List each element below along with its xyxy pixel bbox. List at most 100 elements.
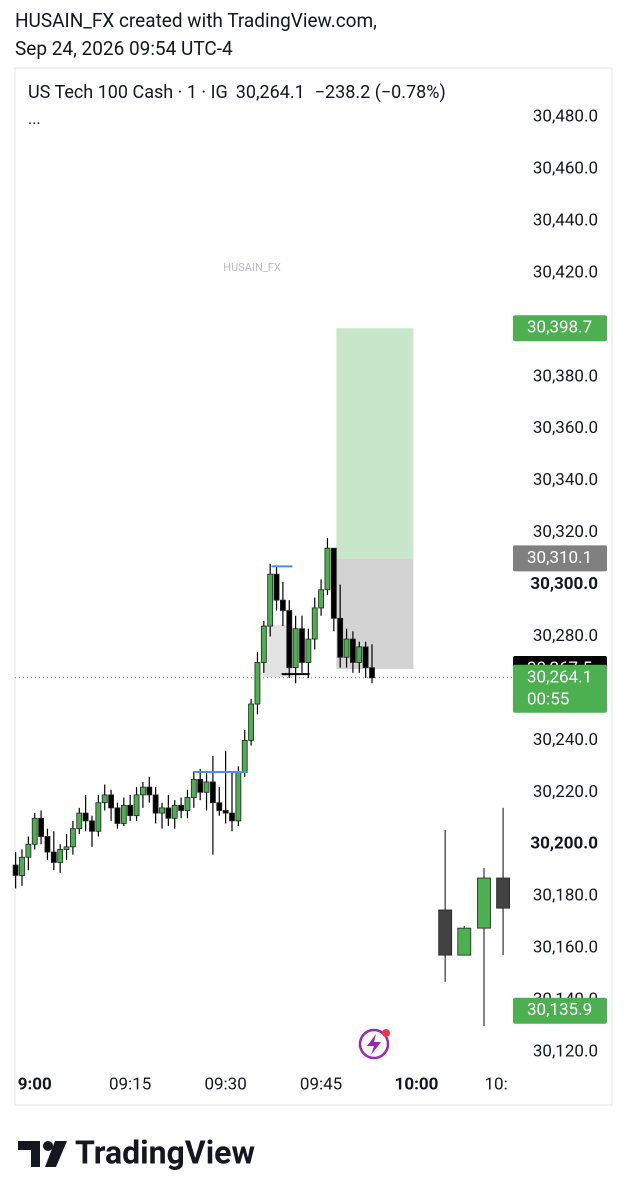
candle-body (369, 667, 375, 679)
candle-body (12, 864, 19, 876)
candle-body (222, 810, 229, 814)
candle-body (496, 877, 510, 909)
candle-body (178, 804, 184, 811)
candle-body (76, 812, 83, 830)
candle-body (343, 638, 350, 658)
candle-body (305, 638, 312, 663)
candle-body (38, 817, 44, 837)
candle-body (235, 771, 242, 822)
y-tick-label: 30,380.0 (533, 366, 598, 386)
price-badge-label: 30,398.7 (527, 318, 592, 338)
candle-body (50, 851, 57, 863)
candle-body (203, 781, 210, 793)
candle-body (292, 628, 299, 669)
candle-body (197, 778, 204, 793)
brand: TradingView (75, 1133, 255, 1171)
candle-body (254, 662, 261, 705)
candle-body (350, 638, 356, 663)
y-tick-label: 30,240.0 (533, 730, 598, 750)
y-tick-label: 30,360.0 (533, 418, 598, 438)
countdown: 00:55 (527, 689, 569, 709)
candle-body (19, 856, 25, 876)
x-tick-label: 10: (484, 1074, 507, 1094)
logo (18, 1141, 67, 1167)
price-badge-label: 30,264.1 (527, 667, 592, 687)
candle-body (171, 804, 178, 819)
candle-body (120, 804, 127, 824)
y-tick-label: 30,480.0 (533, 107, 598, 127)
candle-body (280, 599, 286, 611)
date-line: Sep 24, 2026 09:54 UTC-4 (15, 37, 233, 60)
legend: US Tech 100 Cash · 1 · IG 30,264.1 −238.2 … (28, 82, 446, 103)
candle-body (95, 802, 102, 832)
candle-body (248, 703, 254, 741)
candle-body (152, 794, 159, 814)
legend-more[interactable]: ... (28, 109, 41, 128)
y-tick-label: 30,120.0 (533, 1042, 598, 1062)
candle-body (108, 794, 114, 809)
candle-body (356, 646, 363, 663)
candle-body (133, 794, 140, 817)
candle-body (165, 807, 172, 819)
candle-body (267, 573, 274, 627)
y-tick-label: 30,180.0 (533, 886, 598, 906)
author-line: HUSAIN_FX created with TradingView.com, (15, 9, 377, 32)
chart-frame (14, 67, 613, 1106)
y-tick-label: 30,220.0 (533, 782, 598, 802)
watermark: HUSAIN_FX (223, 261, 281, 274)
candle-body (140, 786, 146, 796)
candle-body (318, 589, 324, 609)
candle-body (337, 617, 344, 658)
price-badge-label: 30,135.9 (527, 1000, 592, 1020)
candle-body (127, 804, 134, 817)
candle-body (114, 807, 121, 824)
candle-body (229, 812, 235, 822)
candle-body (477, 877, 491, 929)
y-tick-label: 30,300.0 (530, 574, 598, 594)
x-tick-label: 9:00 (18, 1074, 52, 1094)
y-tick-label: 30,320.0 (533, 522, 598, 542)
y-tick-label: 30,460.0 (533, 159, 598, 179)
candle-body (44, 836, 51, 853)
symbol: US Tech 100 Cash · 1 · IG (28, 82, 228, 103)
y-tick-label: 30,200.0 (530, 834, 598, 854)
candle-body (241, 739, 248, 772)
candle-body (89, 820, 95, 832)
candle-body (330, 547, 337, 619)
candle-body (286, 610, 293, 669)
candle-body (31, 817, 38, 845)
last-price: 30,264.1 (236, 82, 305, 103)
x-tick-label: 09:15 (109, 1074, 151, 1094)
y-tick-label: 30,440.0 (533, 210, 598, 230)
y-tick-label: 30,340.0 (533, 470, 598, 490)
plot-area (12, 328, 512, 1027)
candle-body (438, 909, 453, 956)
x-tick-label: 09:30 (204, 1074, 246, 1094)
price-badge (513, 545, 607, 572)
y-tick-label: 30,280.0 (533, 626, 598, 646)
candle-body (184, 797, 191, 811)
candle-body (82, 812, 89, 822)
candle-body (311, 607, 318, 640)
candle-body (101, 794, 108, 804)
candle-body (190, 778, 197, 798)
change: −238.2 (−0.78%) (315, 82, 446, 103)
candle-body (299, 628, 305, 663)
candle-body (63, 846, 70, 850)
x-tick-label: 09:45 (300, 1074, 342, 1094)
price-badge (513, 997, 607, 1024)
profit-zone (336, 328, 414, 559)
candle-body (324, 547, 331, 591)
candle-body (159, 807, 165, 814)
candle-body (362, 646, 369, 669)
candle-body (216, 802, 223, 811)
candle-body (25, 843, 32, 858)
candle-body (260, 625, 267, 663)
price-badge (513, 315, 607, 342)
y-tick-label: 30,160.0 (533, 938, 598, 958)
candle-body (57, 849, 64, 863)
candle-body (210, 781, 216, 804)
alert-icon[interactable] (358, 1028, 390, 1060)
